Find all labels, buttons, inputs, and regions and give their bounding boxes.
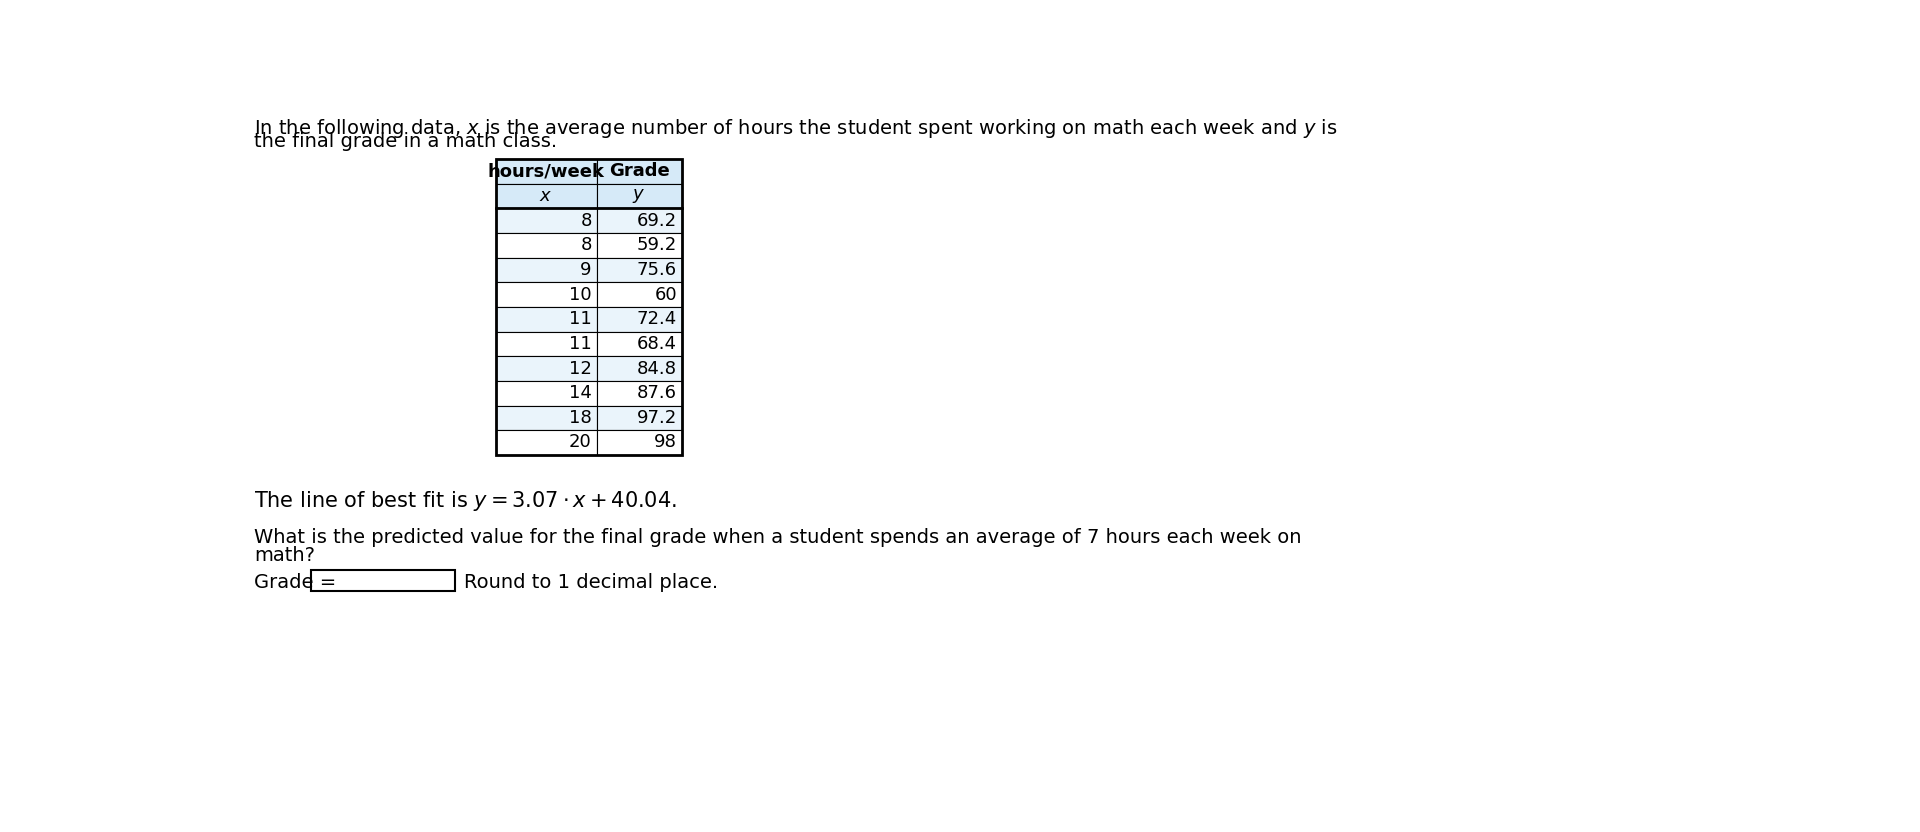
Text: 9: 9	[580, 261, 591, 279]
FancyBboxPatch shape	[495, 332, 597, 356]
FancyBboxPatch shape	[495, 258, 597, 282]
FancyBboxPatch shape	[597, 430, 682, 455]
FancyBboxPatch shape	[495, 208, 597, 233]
FancyBboxPatch shape	[597, 258, 682, 282]
FancyBboxPatch shape	[495, 381, 597, 405]
Text: 84.8: 84.8	[637, 359, 678, 378]
Bar	[495, 159, 682, 455]
FancyBboxPatch shape	[597, 282, 682, 307]
FancyBboxPatch shape	[597, 381, 682, 405]
Text: Grade =: Grade =	[253, 572, 336, 592]
Text: 12: 12	[568, 359, 591, 378]
FancyBboxPatch shape	[597, 405, 682, 430]
Text: hours/week: hours/week	[488, 162, 605, 181]
Text: Grade: Grade	[609, 162, 670, 181]
FancyBboxPatch shape	[495, 184, 597, 208]
Text: 11: 11	[568, 335, 591, 353]
FancyBboxPatch shape	[495, 356, 597, 381]
Text: 68.4: 68.4	[637, 335, 678, 353]
FancyBboxPatch shape	[597, 159, 682, 184]
FancyBboxPatch shape	[495, 430, 597, 455]
Text: 69.2: 69.2	[637, 211, 678, 230]
Text: 8: 8	[580, 236, 591, 255]
Text: 97.2: 97.2	[637, 409, 678, 427]
Text: In the following data, $x$ is the average number of hours the student spent work: In the following data, $x$ is the averag…	[253, 116, 1338, 140]
Text: the final grade in a math class.: the final grade in a math class.	[253, 132, 557, 151]
FancyBboxPatch shape	[597, 307, 682, 332]
FancyBboxPatch shape	[495, 159, 597, 184]
FancyBboxPatch shape	[495, 233, 597, 258]
Text: Round to 1 decimal place.: Round to 1 decimal place.	[465, 572, 718, 592]
Text: 14: 14	[568, 384, 591, 402]
Text: 59.2: 59.2	[637, 236, 678, 255]
FancyBboxPatch shape	[597, 332, 682, 356]
FancyBboxPatch shape	[597, 233, 682, 258]
Text: $x$: $x$	[540, 187, 553, 206]
Text: 18: 18	[568, 409, 591, 427]
Text: 20: 20	[568, 433, 591, 452]
Text: What is the predicted value for the final grade when a student spends an average: What is the predicted value for the fina…	[253, 528, 1302, 547]
FancyBboxPatch shape	[597, 356, 682, 381]
Text: 8: 8	[580, 211, 591, 230]
Text: math?: math?	[253, 547, 315, 566]
FancyBboxPatch shape	[495, 405, 597, 430]
FancyBboxPatch shape	[495, 307, 597, 332]
Text: 87.6: 87.6	[637, 384, 678, 402]
Bar	[311, 570, 455, 591]
Text: 10: 10	[568, 285, 591, 304]
FancyBboxPatch shape	[597, 208, 682, 233]
Text: 75.6: 75.6	[637, 261, 678, 279]
Text: 11: 11	[568, 310, 591, 329]
Text: 72.4: 72.4	[637, 310, 678, 329]
Text: 60: 60	[655, 285, 678, 304]
Text: 98: 98	[655, 433, 678, 452]
FancyBboxPatch shape	[597, 184, 682, 208]
Text: The line of best fit is $y = 3.07 \cdot x + 40.04.$: The line of best fit is $y = 3.07 \cdot …	[253, 489, 678, 513]
Text: $y$: $y$	[632, 187, 645, 206]
FancyBboxPatch shape	[495, 282, 597, 307]
